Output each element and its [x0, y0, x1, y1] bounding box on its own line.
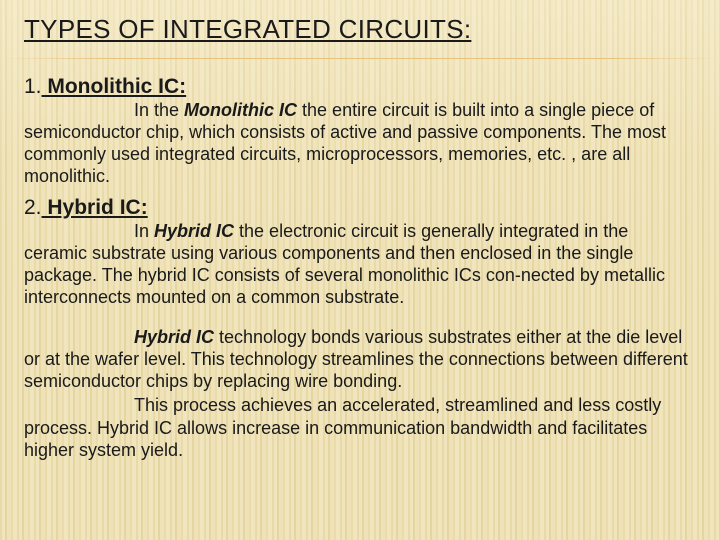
heading-1-text: Monolithic IC: — [42, 75, 187, 98]
heading-hybrid: 2. Hybrid IC: — [24, 196, 696, 220]
paragraph-monolithic: In the Monolithic IC the entire circuit … — [24, 99, 696, 188]
p2-rest: the electronic circuit is generally inte… — [24, 221, 665, 307]
page-title: TYPES OF INTEGRATED CIRCUITS: — [24, 14, 696, 45]
p2-lead: In — [134, 221, 154, 241]
p3-rest: technology bonds various substrates eith… — [24, 327, 688, 391]
paragraph-hybrid-3: This process achieves an accelerated, st… — [24, 394, 696, 460]
title-divider — [0, 58, 720, 59]
p4-text: This process achieves an accelerated, st… — [24, 395, 661, 459]
p1-lead: In the — [134, 100, 184, 120]
heading-1-number: 1. — [24, 75, 42, 98]
paragraph-hybrid-2: Hybrid IC technology bonds various subst… — [24, 326, 696, 392]
heading-monolithic: 1. Monolithic IC: — [24, 75, 696, 99]
heading-2-number: 2. — [24, 196, 42, 219]
paragraph-hybrid-1: In Hybrid IC the electronic circuit is g… — [24, 220, 696, 309]
p1-bold: Monolithic IC — [184, 100, 297, 120]
p1-rest: the entire circuit is built into a singl… — [24, 100, 666, 186]
p3-bold: Hybrid IC — [134, 327, 214, 347]
p2-bold: Hybrid IC — [154, 221, 234, 241]
heading-2-text: Hybrid IC: — [42, 196, 148, 219]
